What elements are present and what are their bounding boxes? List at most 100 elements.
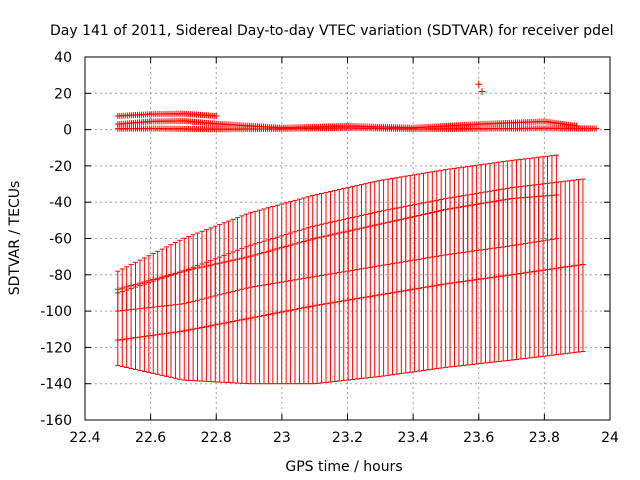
data-point — [296, 305, 303, 312]
data-point — [402, 287, 409, 294]
data-point — [416, 285, 423, 292]
error-bar — [575, 179, 582, 353]
error-bar — [562, 180, 569, 355]
data-point — [579, 261, 586, 268]
data-point — [221, 259, 228, 266]
data-point — [433, 208, 440, 215]
data-point — [314, 234, 321, 241]
data-point — [548, 265, 555, 272]
data-point — [389, 289, 396, 296]
tick-layer: 22.4 22.6 22.8 23 23.2 23.4 23.6 23.8 24 -160 -140… — [40, 50, 619, 446]
data-point — [278, 309, 285, 316]
data-point — [438, 281, 445, 288]
error-bar — [411, 174, 418, 261]
data-point — [318, 233, 325, 240]
x-tick-label: 22.8 — [201, 430, 232, 446]
data-point — [495, 273, 502, 280]
data-point — [473, 276, 480, 283]
error-bar — [128, 264, 135, 311]
data-point — [212, 321, 219, 328]
error-bar — [371, 181, 378, 268]
data-point — [562, 264, 569, 271]
data-point — [482, 199, 489, 206]
error-bar — [260, 208, 267, 286]
data-point — [504, 272, 511, 279]
error-bar — [247, 212, 254, 288]
data-point — [123, 335, 130, 342]
error-bar — [455, 167, 462, 254]
data-point — [260, 249, 267, 256]
data-point — [198, 264, 205, 271]
error-bar — [238, 215, 245, 290]
data-point — [540, 267, 547, 274]
data-point — [336, 230, 343, 237]
data-point — [287, 242, 294, 249]
error-bar — [305, 196, 312, 279]
error-bar — [296, 198, 303, 280]
data-point — [132, 281, 139, 288]
error-bar — [349, 186, 356, 271]
data-point — [203, 263, 210, 270]
data-point — [292, 306, 298, 313]
error-bar — [398, 176, 405, 263]
error-bar — [416, 173, 423, 260]
data-point — [475, 80, 483, 88]
error-bar — [194, 232, 201, 301]
y-tick-label: -20 — [49, 159, 72, 175]
error-bar — [190, 234, 197, 302]
data-point — [367, 293, 374, 300]
data-point — [154, 275, 161, 282]
data-point — [416, 212, 423, 219]
error-bar — [478, 164, 485, 251]
error-bar — [132, 261, 139, 310]
data-point — [190, 326, 197, 333]
data-point — [159, 331, 166, 338]
error-bar — [407, 174, 414, 262]
data-point — [181, 267, 188, 274]
data-point — [185, 267, 192, 274]
error-bar — [292, 199, 298, 281]
data-point — [323, 300, 330, 307]
error-bar — [535, 156, 542, 242]
data-point — [407, 214, 414, 221]
data-point — [176, 269, 183, 276]
data-point — [216, 260, 223, 267]
error-bar — [540, 156, 547, 242]
data-point — [385, 219, 392, 226]
data-point — [141, 333, 148, 340]
data-point — [557, 264, 564, 271]
error-bar — [278, 203, 285, 283]
error-bar — [345, 187, 352, 272]
point-series-band-b — [114, 110, 220, 119]
error-bar — [451, 167, 458, 255]
error-bar — [376, 180, 383, 267]
grid-lines — [85, 57, 610, 420]
data-point — [300, 304, 307, 311]
error-bar — [340, 188, 347, 273]
data-point — [367, 223, 374, 230]
data-point — [327, 300, 334, 307]
error-bar — [482, 163, 489, 250]
x-tick-label: 24 — [601, 430, 619, 446]
data-point — [526, 269, 533, 276]
error-bar — [114, 270, 121, 312]
data-point — [172, 270, 179, 277]
error-bar — [544, 155, 551, 241]
data-point — [544, 266, 551, 273]
data-point — [571, 262, 578, 269]
y-tick-label: -120 — [40, 340, 72, 356]
data-point — [136, 280, 143, 287]
error-bar — [380, 179, 387, 266]
data-point — [207, 322, 214, 329]
data-point — [486, 199, 493, 206]
error-bar — [203, 229, 210, 299]
error-bar — [314, 193, 321, 277]
error-bar — [500, 161, 507, 248]
x-tick-label: 23 — [273, 430, 291, 446]
error-bar — [243, 213, 250, 289]
data-point — [309, 303, 316, 310]
data-point — [181, 327, 188, 334]
error-bar — [185, 235, 192, 304]
data-point — [345, 228, 352, 235]
data-point — [424, 210, 431, 217]
